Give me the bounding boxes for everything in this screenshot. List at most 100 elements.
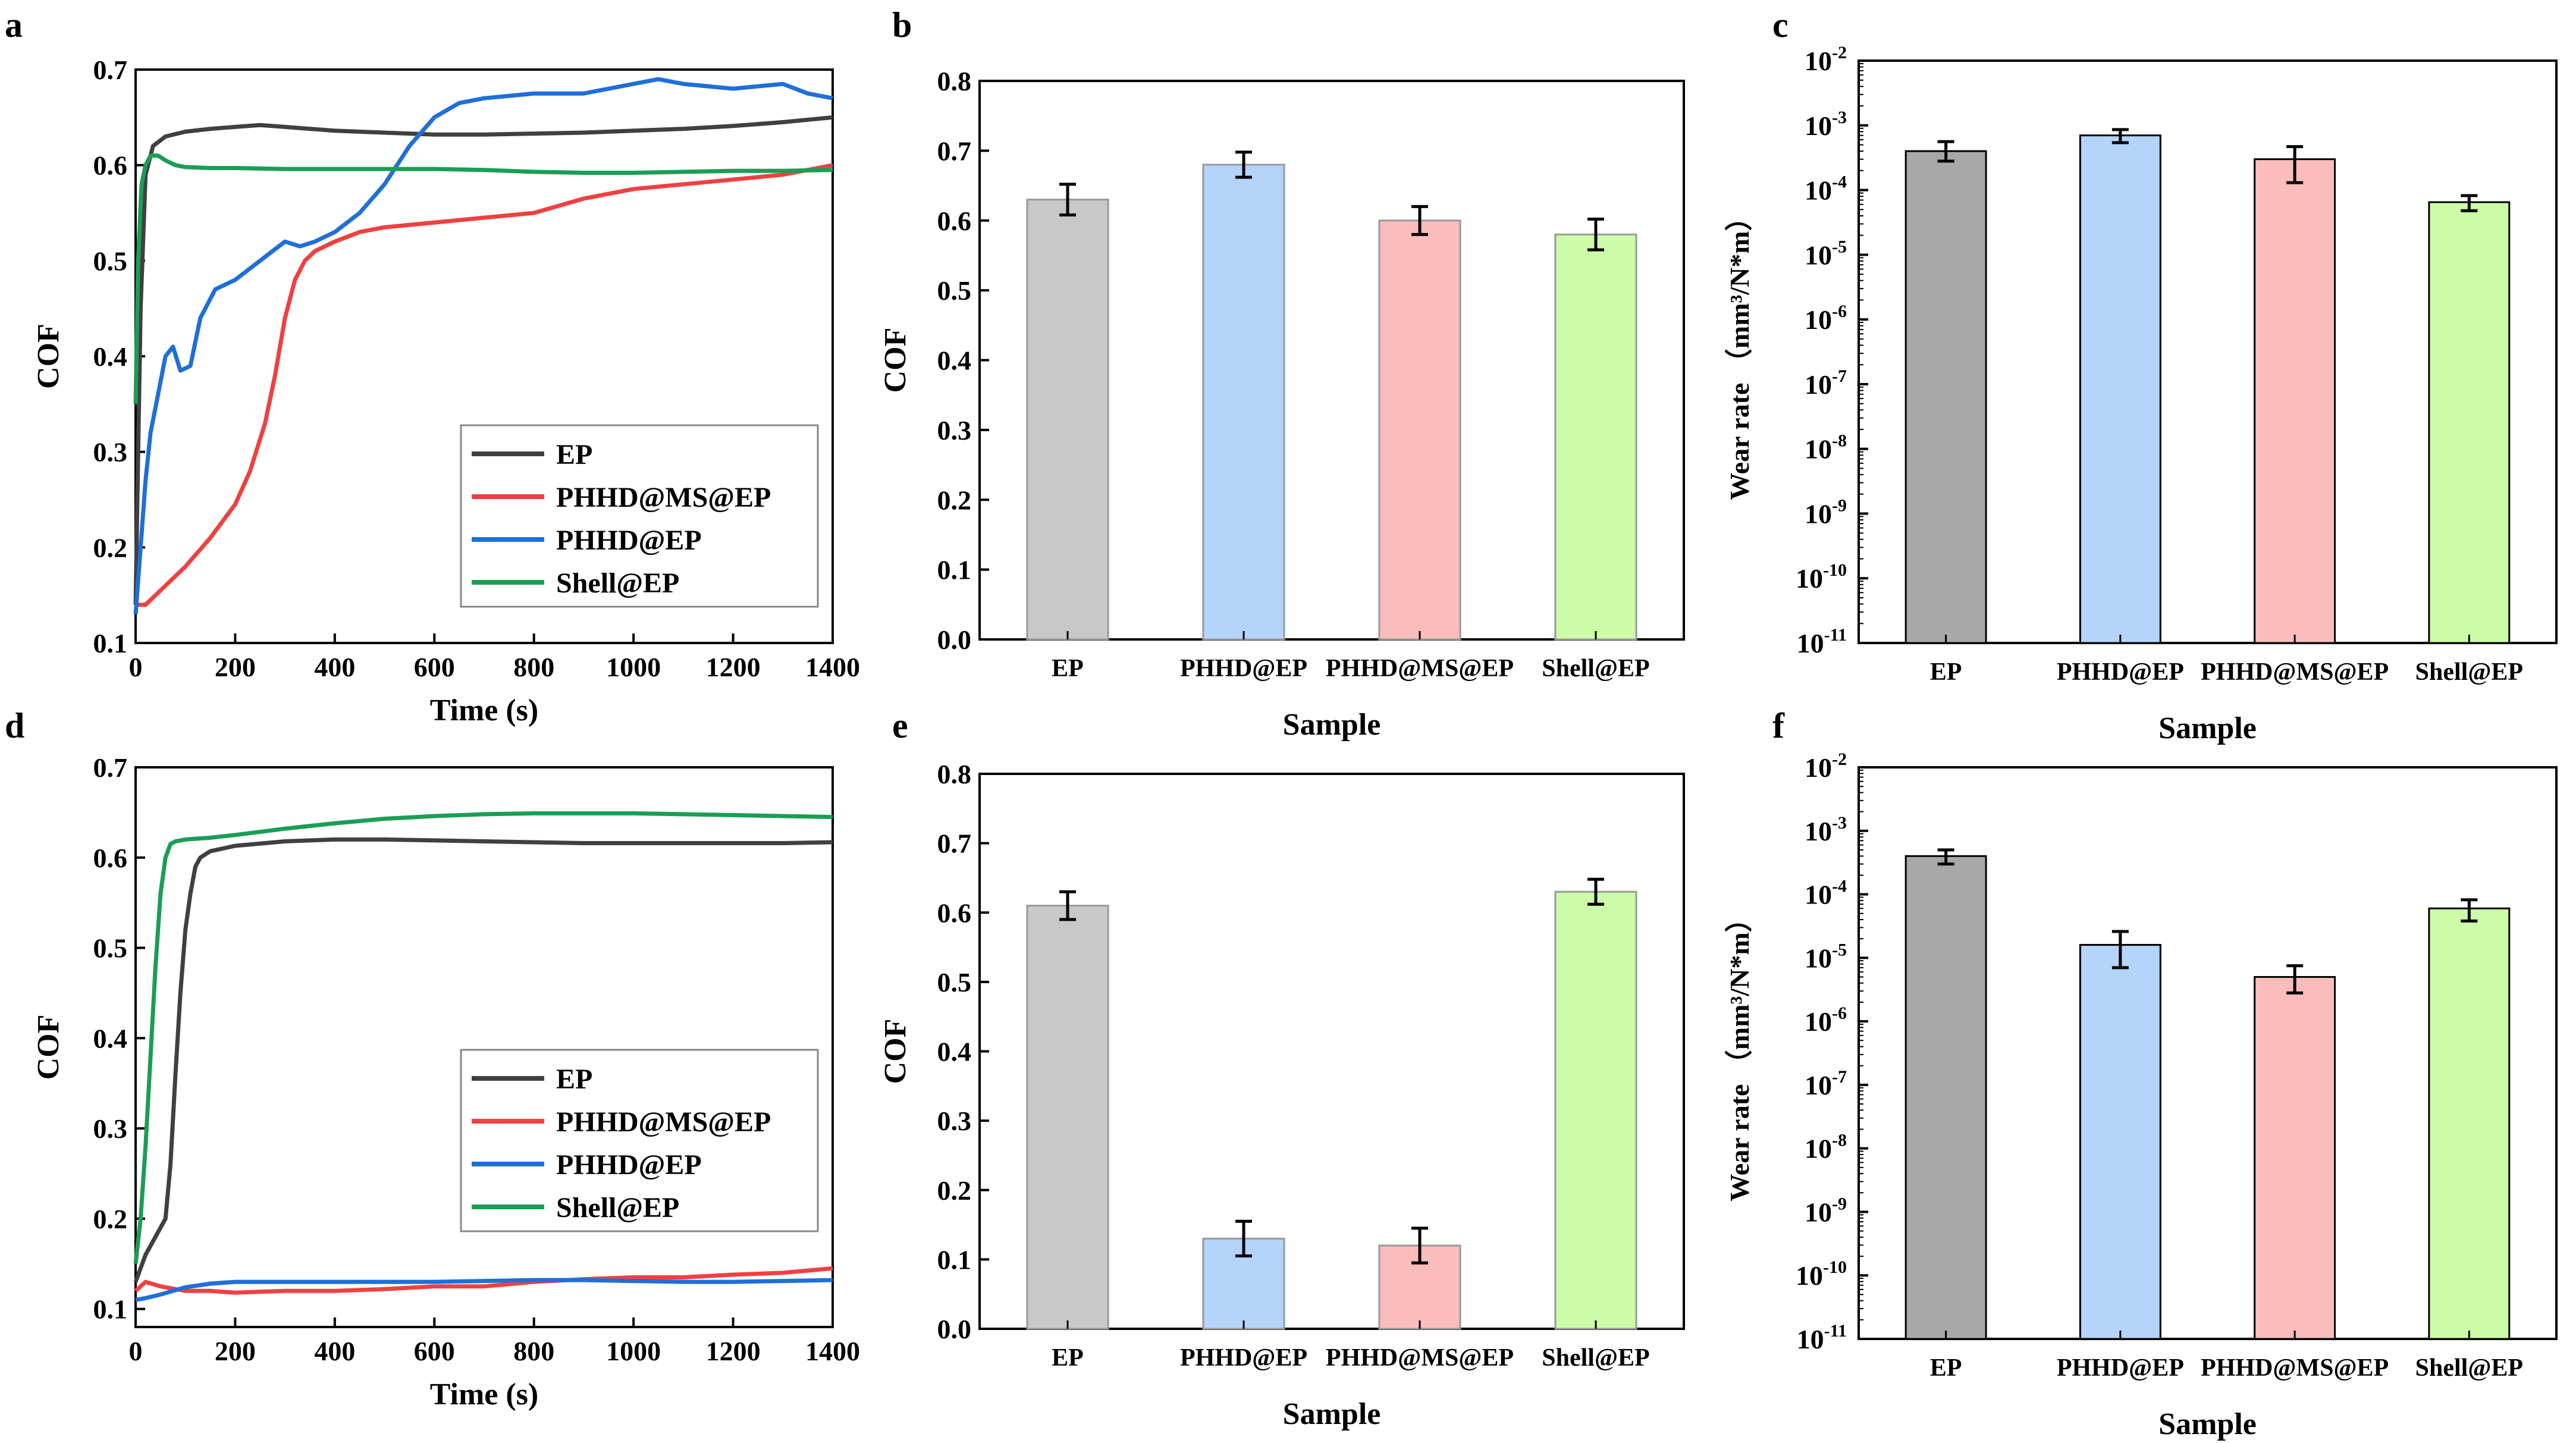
x-category-label: PHHD@EP: [1180, 1344, 1307, 1372]
x-category-label: PHHD@MS@EP: [1326, 655, 1514, 682]
bar-shell-ep: [2428, 907, 2511, 1340]
y-tick-label: 10-5: [1805, 940, 1847, 973]
x-category-label: EP: [1052, 655, 1084, 682]
y-tick-label: 0.7: [93, 752, 128, 783]
y-tick-label: 10-9: [1805, 1194, 1847, 1227]
x-tick-label: 1400: [805, 652, 860, 682]
panel-letter-a: a: [5, 5, 23, 45]
y-tick-label: 0.2: [93, 532, 128, 563]
y-tick-label: 0.6: [937, 898, 972, 928]
bar-ep: [1904, 150, 1987, 644]
legend-entry: PHHD@MS@EP: [556, 482, 771, 513]
x-tick-label: 200: [215, 652, 256, 682]
y-tick-label: 0.4: [937, 1037, 972, 1067]
plot-frame: [134, 766, 834, 1328]
x-category-label: PHHD@EP: [2057, 658, 2184, 686]
x-category-label: PHHD@EP: [1180, 655, 1307, 682]
y-tick-label: 0.8: [937, 66, 972, 96]
x-category-label: PHHD@MS@EP: [2201, 658, 2389, 686]
y-axis-title: COF: [32, 1015, 65, 1080]
panel-f: f 10-11 10-10 10-9 10-8 10-7 10-6 10-5 10-4 10-3 1…: [1724, 706, 2558, 1441]
y-tick-label: 0.2: [937, 485, 972, 515]
bar-phhd-ep: [2079, 944, 2161, 1340]
bar-shell-ep: [1554, 890, 1637, 1330]
bar-ep: [1026, 199, 1109, 641]
legend-entry: Shell@EP: [556, 1192, 679, 1224]
y-tick-label: 0.4: [93, 1023, 128, 1053]
x-axis-title: Sample: [2158, 711, 2257, 745]
y-axis-title: COF: [878, 328, 912, 393]
y-tick-label: 0.4: [937, 346, 972, 376]
y-tick-label: 0.3: [93, 437, 128, 468]
y-tick-label: 0.5: [937, 275, 972, 306]
y-axis-title: COF: [32, 324, 65, 389]
x-category-label: PHHD@EP: [2057, 1354, 2184, 1382]
x-tick-label: 800: [513, 652, 554, 682]
y-tick-label: 0.1: [93, 1294, 128, 1325]
y-tick-label: 0.7: [937, 136, 972, 166]
x-tick-label: 1200: [706, 1336, 761, 1366]
bar-ep: [1026, 905, 1109, 1330]
y-tick-label: 10-2: [1805, 749, 1847, 783]
y-tick-label: 10-8: [1805, 1131, 1847, 1164]
y-axis-title: Wear rate （mm³/N*m）: [1724, 905, 1755, 1201]
series-line-phhd-ep: [135, 1278, 833, 1302]
bar-shell-ep: [1554, 233, 1637, 641]
y-tick-label: 0.3: [93, 1113, 128, 1144]
legend-entry: EP: [556, 439, 592, 470]
x-tick-label: 1000: [606, 652, 661, 682]
bar-phhd-ms-ep: [2254, 975, 2336, 1340]
y-tick-label: 10-7: [1805, 366, 1847, 400]
series-line-phhd-ep: [133, 77, 833, 615]
x-axis-title: Time (s): [430, 694, 538, 727]
series-line-ep: [133, 837, 833, 1283]
y-tick-label: 0.5: [93, 933, 128, 964]
panel-b: b 0.0 0.1 0.2 0.3 0.4 0.5 0.6 0.7 0.8 EP PHHD@EP PHH…: [878, 5, 1685, 742]
x-category-label: Shell@EP: [2415, 1354, 2523, 1382]
bar-shell-ep: [2428, 201, 2511, 644]
panel-letter-c: c: [1772, 5, 1789, 45]
series-line-shell-ep: [133, 811, 833, 1265]
plot-frame: [1858, 59, 2558, 644]
y-tick-label: 0.1: [937, 1244, 972, 1275]
y-tick-label: 0.6: [937, 206, 972, 236]
series-line-phhd-ms-ep: [136, 163, 833, 607]
x-tick-label: 0: [129, 652, 143, 682]
y-tick-label: 0.2: [937, 1175, 972, 1206]
x-tick-label: 400: [314, 1336, 355, 1366]
x-tick-label: 1400: [805, 1336, 860, 1366]
x-category-label: Shell@EP: [2415, 658, 2523, 686]
y-tick-label: 10-5: [1805, 237, 1847, 270]
legend-entry: EP: [556, 1064, 592, 1095]
y-tick-label: 10-6: [1805, 302, 1847, 335]
y-tick-label: 0.5: [93, 246, 128, 276]
series-line-shell-ep: [133, 153, 833, 404]
panel-letter-d: d: [5, 706, 24, 745]
y-axis-title: Wear rate （mm³/N*m）: [1724, 203, 1755, 500]
panel-letter-e: e: [892, 706, 908, 745]
y-tick-label: 0.6: [93, 843, 128, 873]
x-category-label: Shell@EP: [1542, 1344, 1649, 1372]
x-tick-label: 800: [513, 1336, 554, 1366]
panel-letter-f: f: [1772, 706, 1785, 745]
x-tick-label: 1000: [606, 1336, 661, 1366]
x-tick-label: 400: [314, 652, 355, 682]
panel-e: e 0.0 0.1 0.2 0.3 0.4 0.5 0.6 0.7 0.8 EP PHHD@EP PHH…: [878, 706, 1685, 1431]
y-tick-label: 0.6: [93, 150, 128, 181]
x-category-label: Shell@EP: [1542, 655, 1649, 682]
x-tick-label: 0: [129, 1336, 143, 1366]
panel-a: a 0 200 400 600 800 1000 1200 1400 0.1 0.2 0.3 0.4 0.…: [5, 5, 860, 727]
x-category-label: EP: [1930, 1354, 1962, 1382]
y-tick-label: 0.4: [93, 341, 128, 372]
x-category-label: EP: [1930, 658, 1962, 686]
y-tick-label: 10-7: [1805, 1067, 1847, 1100]
y-axis-title: COF: [878, 1019, 912, 1084]
legend-entry: PHHD@EP: [556, 1149, 702, 1181]
y-tick-label: 10-8: [1805, 431, 1847, 465]
y-tick-label: 10-2: [1805, 43, 1847, 76]
y-tick-label: 0.3: [937, 1106, 972, 1136]
x-axis-title: Time (s): [430, 1378, 538, 1411]
y-tick-label: 10-11: [1797, 1321, 1847, 1354]
x-tick-label: 600: [414, 1336, 455, 1366]
